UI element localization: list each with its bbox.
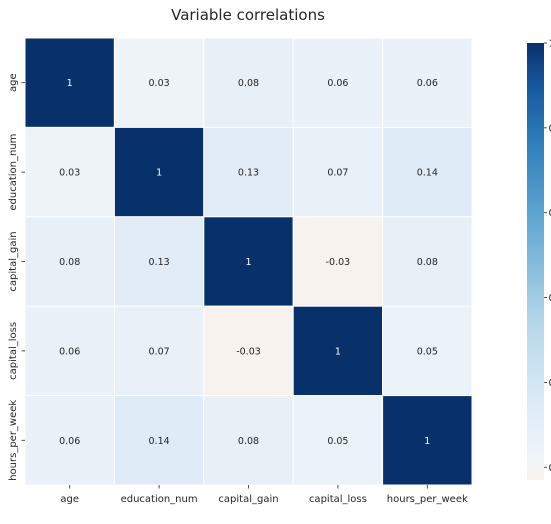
x-tick-label: capital_gain	[218, 494, 278, 505]
colorbar-ticks: 0.0 0.2 0.4 0.6 0.8 1.0	[544, 39, 551, 474]
heatmap-cell-label: 0.06	[417, 78, 438, 89]
x-tick-label: education_num	[121, 494, 198, 505]
heatmap-cell-label: 1	[424, 436, 430, 447]
heatmap-cell-label: 0.14	[149, 436, 170, 447]
heatmap-cell	[203, 395, 294, 486]
x-tick-label: hours_per_week	[387, 494, 468, 505]
heatmap-cell-label: 0.14	[417, 168, 438, 179]
heatmap-cell-label: 0.07	[327, 168, 348, 179]
heatmap-cell-label: 0.05	[327, 436, 348, 447]
x-axis-ticks: age education_num capital_gain capital_loss…	[60, 485, 468, 505]
heatmap-cell-label: 0.13	[238, 168, 259, 179]
heatmap-cell	[292, 37, 384, 128]
colorbar-tick-label: 0.6	[549, 208, 551, 219]
y-tick-label: hours_per_week	[8, 400, 19, 481]
y-tick-label: capital_gain	[8, 231, 19, 291]
heatmap-cell-label: 0.08	[238, 78, 259, 89]
heatmap-cell-label: 0.13	[149, 257, 170, 268]
heatmap-cell	[382, 305, 473, 397]
heatmap-cell-label: 0.06	[327, 78, 348, 89]
heatmap-cell-label: 0.06	[59, 436, 80, 447]
chart-title: Variable correlations	[171, 6, 325, 24]
colorbar	[527, 43, 544, 480]
colorbar-tick-label: 0.2	[549, 378, 551, 389]
colorbar-tick-label: 0.4	[549, 293, 551, 304]
x-tick-label: age	[60, 494, 79, 505]
heatmap-cell	[203, 216, 294, 307]
heatmap-cell	[24, 126, 115, 218]
y-axis-ticks: age education_num capital_gain capital_loss…	[8, 73, 25, 481]
heatmap-cell	[113, 216, 205, 307]
heatmap-cell	[382, 37, 473, 128]
heatmap-cell-label: 0.08	[59, 257, 80, 268]
heatmap-cell	[382, 126, 473, 218]
heatmap-cell	[382, 216, 473, 307]
heatmap-cell-label: 0.03	[59, 168, 80, 179]
heatmap-cell-label: 1	[156, 168, 162, 179]
heatmap-cells	[24, 37, 473, 486]
x-tick-label: capital_loss	[309, 494, 367, 505]
colorbar-tick-label: 1.0	[549, 39, 551, 50]
heatmap-cell	[113, 305, 205, 397]
heatmap-cell-labels: 1 0.03 0.08 0.06 0.06 0.03 1 0.13 0.07 0.14 0.08 0.…	[59, 78, 438, 447]
heatmap-cell-label: 0.03	[149, 78, 170, 89]
heatmap-cell	[113, 37, 205, 128]
heatmap-cell	[24, 37, 115, 128]
heatmap-cell	[203, 305, 294, 397]
heatmap-cell-label: 0.05	[417, 346, 438, 357]
heatmap-cell	[113, 395, 205, 486]
heatmap-cell	[292, 216, 384, 307]
y-tick-label: education_num	[8, 134, 19, 211]
heatmap-cell	[382, 395, 473, 486]
heatmap-cell	[24, 395, 115, 486]
heatmap-cell-label: 1	[245, 257, 251, 268]
heatmap-cell	[203, 37, 294, 128]
heatmap-cell-label: 0.08	[417, 257, 438, 268]
y-tick-label: capital_loss	[8, 322, 19, 380]
heatmap-cell	[203, 126, 294, 218]
colorbar-tick-label: 0.0	[549, 463, 551, 474]
heatmap-cell-label: 1	[67, 78, 73, 89]
heatmap-cell-label: -0.03	[236, 346, 261, 357]
y-tick-label: age	[8, 73, 19, 92]
heatmap-cell-label: 0.08	[238, 436, 259, 447]
heatmap-cell-label: 1	[335, 346, 341, 357]
colorbar-tick-label: 0.8	[549, 123, 551, 134]
heatmap-cell	[292, 305, 384, 397]
heatmap-cell-label: -0.03	[326, 257, 351, 268]
heatmap-cell-label: 0.06	[59, 346, 80, 357]
heatmap-cell-label: 0.07	[149, 346, 170, 357]
